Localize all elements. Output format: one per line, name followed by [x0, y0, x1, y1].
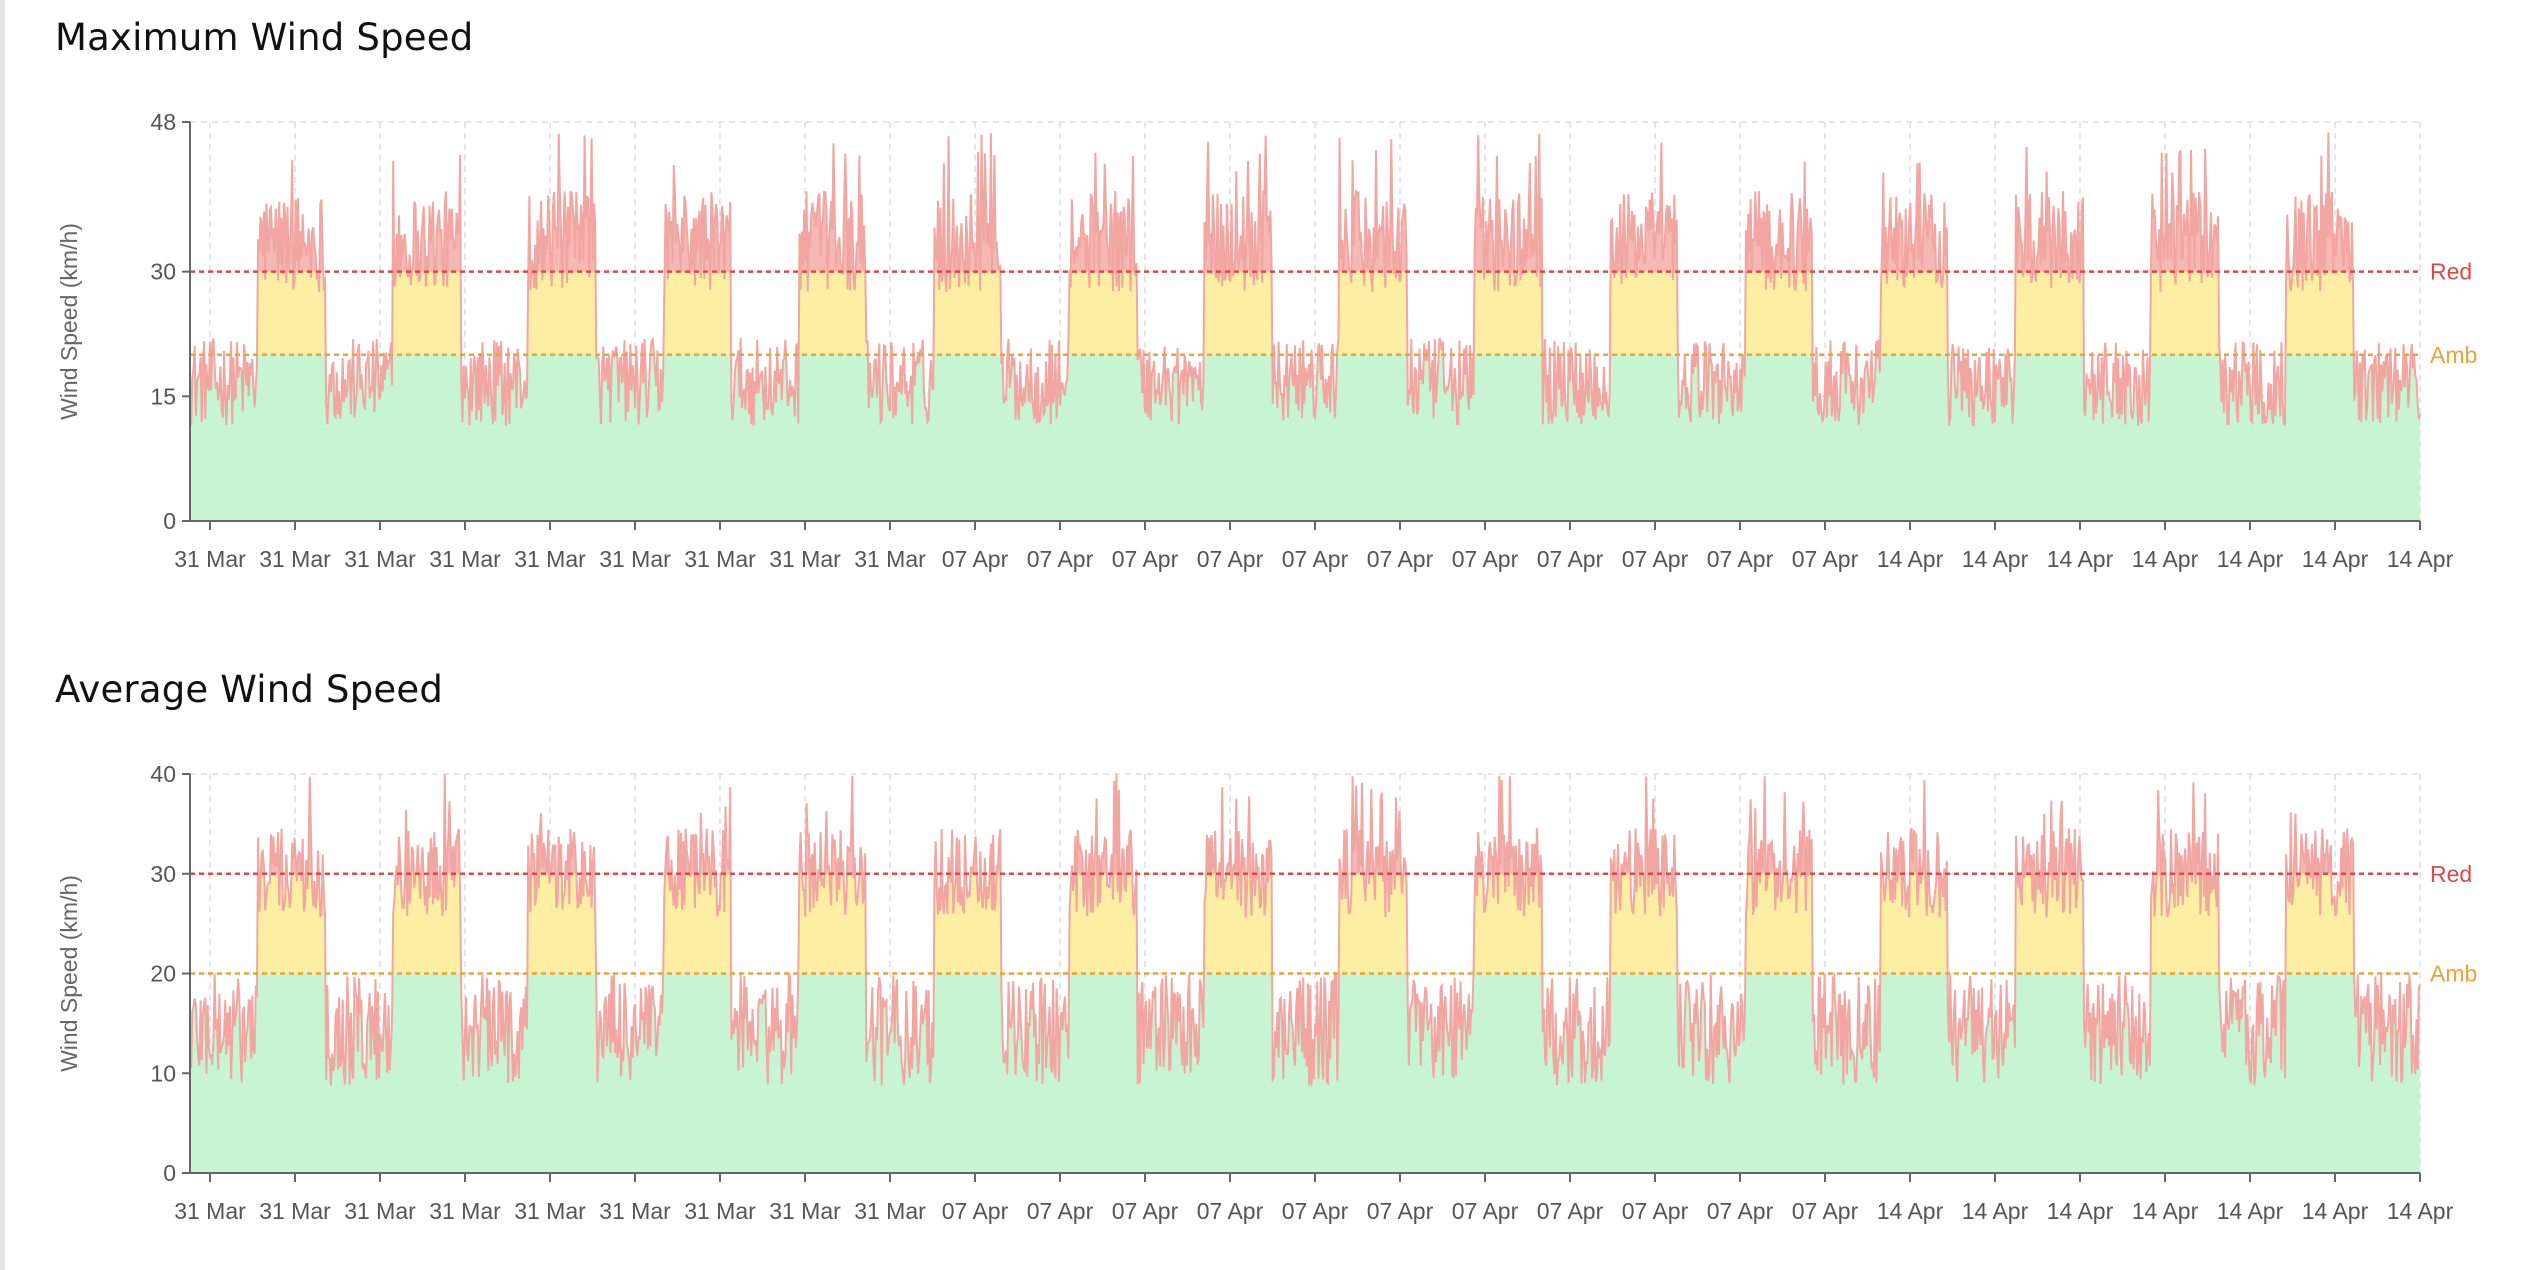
threshold-label-amb: Amb [2430, 342, 2477, 368]
x-tick-label: 07 Apr [1112, 1198, 1179, 1224]
x-tick-label: 14 Apr [1962, 1198, 2029, 1224]
y-axis-title: Wind Speed (km/h) [56, 223, 82, 420]
x-tick-label: 07 Apr [1282, 546, 1349, 572]
x-tick-label: 31 Mar [599, 1198, 671, 1224]
x-tick-label: 07 Apr [1537, 1198, 1604, 1224]
max-wind-title: Maximum Wind Speed [55, 16, 474, 59]
y-tick-label: 20 [150, 961, 176, 987]
x-tick-label: 31 Mar [684, 546, 756, 572]
x-tick-label: 07 Apr [942, 1198, 1009, 1224]
x-tick-label: 14 Apr [1962, 546, 2029, 572]
y-tick-label: 0 [163, 508, 176, 534]
x-tick-label: 31 Mar [174, 546, 246, 572]
x-tick-label: 07 Apr [1112, 546, 1179, 572]
x-tick-label: 14 Apr [2132, 546, 2199, 572]
x-tick-label: 14 Apr [1877, 546, 1944, 572]
series-line [189, 774, 2421, 1086]
x-tick-label: 07 Apr [1027, 546, 1094, 572]
x-tick-label: 14 Apr [2047, 546, 2114, 572]
x-tick-label: 14 Apr [1877, 1198, 1944, 1224]
avg-wind-title: Average Wind Speed [55, 668, 444, 711]
threshold-label-amb: Amb [2430, 961, 2477, 987]
x-tick-label: 07 Apr [1792, 546, 1859, 572]
y-tick-label: 30 [150, 861, 176, 887]
x-tick-label: 07 Apr [1707, 546, 1774, 572]
x-tick-label: 31 Mar [769, 1198, 841, 1224]
y-axis-title: Wind Speed (km/h) [56, 875, 82, 1072]
x-tick-label: 31 Mar [174, 1198, 246, 1224]
y-tick-label: 40 [150, 761, 176, 787]
x-tick-label: 31 Mar [429, 1198, 501, 1224]
y-tick-label: 30 [150, 259, 176, 285]
x-tick-label: 31 Mar [514, 1198, 586, 1224]
y-tick-label: 10 [150, 1060, 176, 1086]
series-line [189, 132, 2421, 427]
y-tick-label: 0 [163, 1160, 176, 1186]
x-tick-label: 07 Apr [1622, 546, 1689, 572]
x-tick-label: 31 Mar [854, 1198, 926, 1224]
x-tick-label: 07 Apr [1197, 1198, 1264, 1224]
x-tick-label: 07 Apr [1367, 1198, 1434, 1224]
threshold-label-red: Red [2430, 861, 2472, 887]
max-wind-chart: Wind Speed (km/h) Red Amb 0 15 30 48 31 Mar 31 M… [56, 109, 2477, 572]
x-tick-label: 14 Apr [2387, 546, 2454, 572]
x-tick-label: 07 Apr [1792, 1198, 1859, 1224]
x-tick-label: 31 Mar [514, 546, 586, 572]
x-tick-label: 07 Apr [1707, 1198, 1774, 1224]
x-tick-label: 14 Apr [2302, 546, 2369, 572]
x-tick-label: 31 Mar [344, 1198, 416, 1224]
x-tick-label: 07 Apr [1452, 546, 1519, 572]
y-tick-label: 48 [150, 109, 176, 135]
x-tick-label: 14 Apr [2132, 1198, 2199, 1224]
x-tick-label: 07 Apr [1367, 546, 1434, 572]
x-tick-label: 07 Apr [1197, 546, 1264, 572]
x-tick-label: 14 Apr [2302, 1198, 2369, 1224]
x-tick-label: 07 Apr [1537, 546, 1604, 572]
x-tick-label: 07 Apr [1622, 1198, 1689, 1224]
threshold-label-red: Red [2430, 259, 2472, 285]
x-tick-label: 14 Apr [2387, 1198, 2454, 1224]
x-tick-label: 31 Mar [429, 546, 501, 572]
x-tick-label: 07 Apr [1282, 1198, 1349, 1224]
x-tick-label: 31 Mar [259, 546, 331, 572]
area-green-zone [190, 973, 2420, 1173]
x-tick-label: 31 Mar [854, 546, 926, 572]
x-tick-label: 07 Apr [1452, 1198, 1519, 1224]
x-tick-label: 07 Apr [1027, 1198, 1094, 1224]
x-tick-label: 07 Apr [942, 546, 1009, 572]
avg-wind-chart: Wind Speed (km/h) Red Amb 0 10 20 30 40 31 Mar 31… [56, 761, 2477, 1224]
x-tick-label: 31 Mar [684, 1198, 756, 1224]
x-tick-label: 14 Apr [2217, 546, 2284, 572]
x-tick-label: 14 Apr [2047, 1198, 2114, 1224]
y-tick-label: 15 [150, 383, 176, 409]
x-tick-label: 14 Apr [2217, 1198, 2284, 1224]
x-tick-label: 31 Mar [344, 546, 416, 572]
x-tick-label: 31 Mar [259, 1198, 331, 1224]
x-tick-label: 31 Mar [769, 546, 841, 572]
x-tick-label: 31 Mar [599, 546, 671, 572]
